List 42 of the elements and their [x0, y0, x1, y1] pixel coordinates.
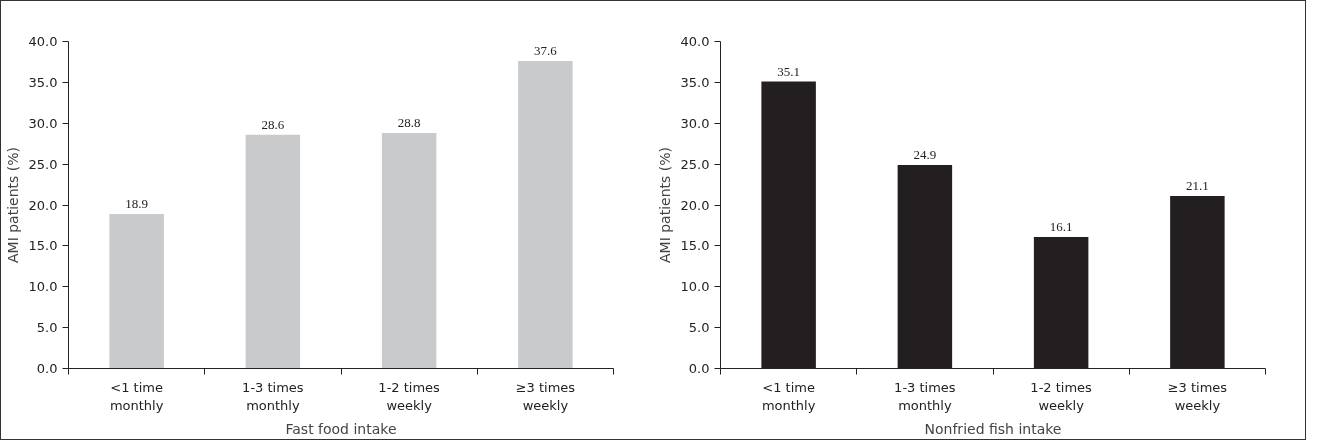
- y-tick-label: 15.0: [680, 238, 710, 254]
- data-label: 37.6: [534, 43, 558, 59]
- y-tick-label: 0.0: [36, 361, 58, 376]
- y-tick-label: 15.0: [28, 238, 58, 254]
- x-tick-label: 1-3 times monthly: [894, 379, 956, 413]
- x-tick-label: 1-2 times weekly: [378, 379, 441, 413]
- data-label: 16.1: [1049, 218, 1073, 234]
- x-axis-title: Fast food intake: [285, 420, 397, 437]
- bar: [109, 213, 164, 369]
- data-label: 21.1: [1186, 178, 1209, 194]
- data-label: 35.1: [777, 63, 800, 79]
- y-tick-label: 40.0: [680, 34, 710, 49]
- bar: [381, 133, 437, 369]
- y-tick-label: 5.0: [36, 320, 58, 336]
- y-tick-label: 35.0: [680, 74, 710, 90]
- y-axis-title: AMI patients (%): [4, 146, 21, 264]
- y-tick-label: 5.0: [688, 320, 710, 336]
- x-tick-label: ≥3 times weekly: [1167, 379, 1228, 413]
- x-tick-label: <1 time monthly: [109, 379, 164, 413]
- y-tick-label: 30.0: [28, 115, 58, 131]
- y-tick-label: 20.0: [680, 197, 710, 213]
- x-tick-label: 1-3 times monthly: [242, 379, 304, 413]
- data-label: 24.9: [913, 146, 937, 162]
- x-tick-label: <1 time monthly: [761, 379, 816, 413]
- x-axis-title: Nonfried fish intake: [924, 420, 1062, 437]
- y-tick-label: 30.0: [680, 115, 710, 131]
- data-label: 28.8: [397, 115, 421, 131]
- y-tick-label: 35.0: [28, 74, 58, 90]
- data-label: 28.6: [261, 116, 285, 132]
- y-tick-label: 10.0: [680, 279, 710, 295]
- bar: [245, 134, 301, 369]
- bar: [518, 61, 573, 369]
- y-tick-label: 40.0: [28, 34, 58, 49]
- x-tick-label: 1-2 times weekly: [1030, 379, 1093, 413]
- x-tick-label: ≥3 times weekly: [515, 379, 576, 413]
- y-tick-label: 20.0: [28, 197, 58, 213]
- data-label: 18.9: [125, 195, 148, 211]
- y-axis-title: AMI patients (%): [656, 146, 673, 264]
- y-tick-label: 25.0: [28, 156, 58, 172]
- y-tick-label: 10.0: [28, 279, 58, 295]
- y-tick-label: 0.0: [688, 361, 710, 376]
- y-tick-label: 25.0: [680, 156, 710, 172]
